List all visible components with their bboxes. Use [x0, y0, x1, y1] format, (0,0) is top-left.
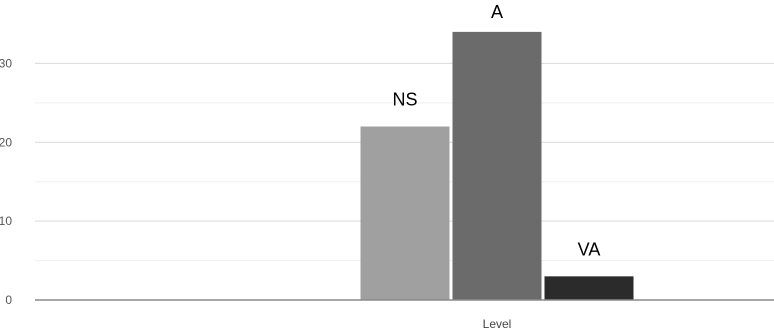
y-tick-label: 20: [0, 135, 12, 149]
bars: [360, 31, 634, 301]
bar-label-ns: NS: [392, 90, 417, 110]
y-tick-label: 30: [0, 56, 12, 70]
bar-a: [452, 31, 542, 301]
y-tick-label: 0: [5, 293, 12, 307]
bar-ns: [360, 126, 450, 300]
y-tick-label: 10: [0, 214, 12, 228]
y-axis-ticks: 0 10 20 30: [0, 56, 12, 307]
bar-label-va: VA: [578, 239, 601, 259]
x-category-label: Level: [483, 317, 512, 331]
bar-va: [544, 276, 634, 300]
bar-labels: NS A VA: [392, 2, 600, 259]
bar-label-a: A: [491, 2, 503, 22]
